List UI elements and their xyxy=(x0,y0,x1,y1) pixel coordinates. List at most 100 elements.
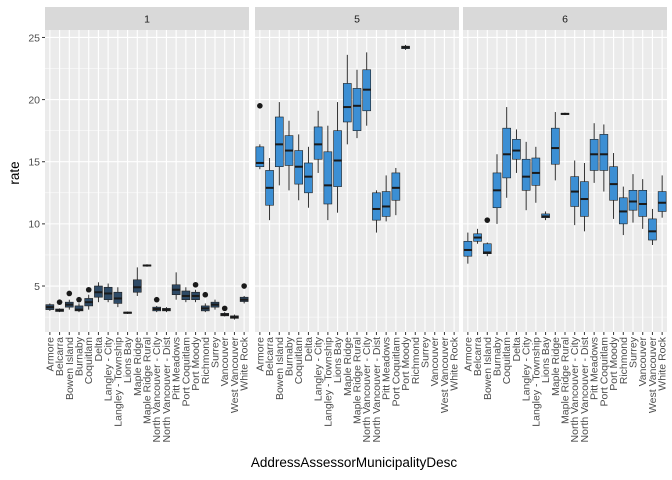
x-tick-label: Maple Ridge Rural xyxy=(352,337,364,424)
box-maple-ridge-rural xyxy=(560,112,570,116)
box-north-vancouver-city xyxy=(152,296,162,313)
box-iqr xyxy=(628,190,638,211)
box-surrey xyxy=(628,174,638,223)
box-armore xyxy=(255,103,265,170)
box-armore xyxy=(463,232,473,264)
x-tick-label: Armore xyxy=(44,337,56,372)
box-iqr xyxy=(482,243,492,255)
x-tick-label: North Vancouver - City xyxy=(569,336,581,442)
box-bowen-island xyxy=(482,217,492,257)
x-tick-label: North Vancouver - Dist xyxy=(161,337,173,443)
box-maple-ridge-rural xyxy=(352,69,362,139)
box-maple-ridge xyxy=(342,54,352,145)
x-tick-label: Lions Bay xyxy=(122,336,134,383)
box-iqr xyxy=(352,88,362,131)
box-port-moody xyxy=(401,44,410,50)
x-tick-label: Pitt Meadows xyxy=(589,337,601,400)
box-richmond xyxy=(618,186,628,236)
box-north-vancouver-city xyxy=(362,52,372,126)
box-iqr xyxy=(313,126,323,160)
box-pitt-meadows xyxy=(589,123,599,183)
y-tick-label: 25 xyxy=(28,32,40,44)
x-tick-label: Richmond xyxy=(410,337,422,384)
box-coquitlam xyxy=(502,107,512,198)
facet-strip xyxy=(255,7,459,30)
x-tick-label: Coquitlam xyxy=(83,337,95,385)
x-tick-label: Maple Ridge Rural xyxy=(142,337,154,424)
y-tick-label: 5 xyxy=(34,281,40,293)
y-tick-label: 15 xyxy=(28,157,40,169)
x-tick-label: Port Moody xyxy=(608,336,620,390)
x-tick-label: Burnaby xyxy=(492,336,504,376)
box-iqr xyxy=(304,162,313,194)
x-tick-label: Armore xyxy=(462,337,474,372)
box-iqr xyxy=(255,146,265,168)
x-tick-label: Lions Bay xyxy=(332,336,344,383)
x-tick-label: Maple Ridge xyxy=(132,337,144,396)
box-iqr xyxy=(648,218,657,241)
y-tick-label: 10 xyxy=(28,219,40,231)
x-axis-title: AddressAssessorMunicipalityDesc xyxy=(251,455,458,470)
box-iqr xyxy=(463,240,473,257)
box-delta xyxy=(512,129,521,173)
x-tick-label: Richmond xyxy=(618,337,630,384)
box-belcarra xyxy=(265,158,274,221)
x-tick-label: Langley - Township xyxy=(530,337,542,427)
facet-strip-label: 1 xyxy=(144,14,150,26)
major-gridlines-x xyxy=(49,30,245,332)
x-tick-label: West Vancouver xyxy=(647,337,659,414)
x-tick-label: Bowen Island xyxy=(274,337,286,400)
box-maple-ridge xyxy=(550,112,560,181)
box-white-rock xyxy=(239,283,249,304)
box-west-vancouver xyxy=(648,208,657,246)
x-tick-label: White Rock xyxy=(449,336,461,390)
box-port-coquitlam xyxy=(599,124,609,192)
x-tick-label: Belcarra xyxy=(54,337,66,376)
x-tick-label: Burnaby xyxy=(74,336,86,376)
box-iqr xyxy=(550,127,560,165)
y-axis: 5 10 15 20 25 xyxy=(28,32,45,293)
x-tick-label: Langley - City xyxy=(103,336,115,401)
outlier-point xyxy=(192,281,199,288)
box-langley-city xyxy=(313,110,323,173)
box-langley-township xyxy=(323,125,333,221)
box-west-vancouver xyxy=(230,314,239,320)
x-tick-label: Vancouver xyxy=(429,336,441,386)
box-belcarra xyxy=(55,299,64,313)
box-iqr xyxy=(323,151,333,205)
x-tick-label: West Vancouver xyxy=(229,337,241,414)
x-tick-label: Delta xyxy=(303,337,315,362)
x-tick-label: Vancouver xyxy=(637,336,649,386)
x-tick-label: Langley - Township xyxy=(322,337,334,427)
x-tick-label: Maple Ridge xyxy=(550,337,562,396)
box-iqr xyxy=(391,172,401,201)
box-delta xyxy=(94,282,103,303)
outlier-point xyxy=(257,103,263,109)
box-burnaby xyxy=(492,154,502,224)
box-richmond xyxy=(200,291,210,313)
boxes xyxy=(45,264,249,320)
x-tick-label: Surrey xyxy=(420,336,432,368)
x-tick-label: Coquitlam xyxy=(501,337,513,385)
box-langley-city xyxy=(521,141,531,211)
y-axis-title: rate xyxy=(7,161,22,184)
x-tick-label: North Vancouver - Dist xyxy=(371,337,383,443)
box-iqr xyxy=(502,127,512,179)
x-tick-label: Port Coquitlam xyxy=(598,337,610,407)
box-pitt-meadows xyxy=(381,175,391,222)
box-port-coquitlam xyxy=(181,287,191,303)
x-tick-label: North Vancouver - Dist xyxy=(579,337,591,443)
box-iqr xyxy=(333,130,342,187)
x-tick-label: Port Coquitlam xyxy=(180,337,192,407)
outlier-point xyxy=(56,299,63,305)
box-burnaby xyxy=(74,296,84,313)
facet-strip xyxy=(45,7,249,30)
x-tick-label: Pitt Meadows xyxy=(381,337,393,400)
box-white-rock xyxy=(657,175,667,218)
x-tick-label: Coquitlam xyxy=(293,337,305,385)
outlier-point xyxy=(202,291,209,298)
box-burnaby xyxy=(284,120,294,191)
